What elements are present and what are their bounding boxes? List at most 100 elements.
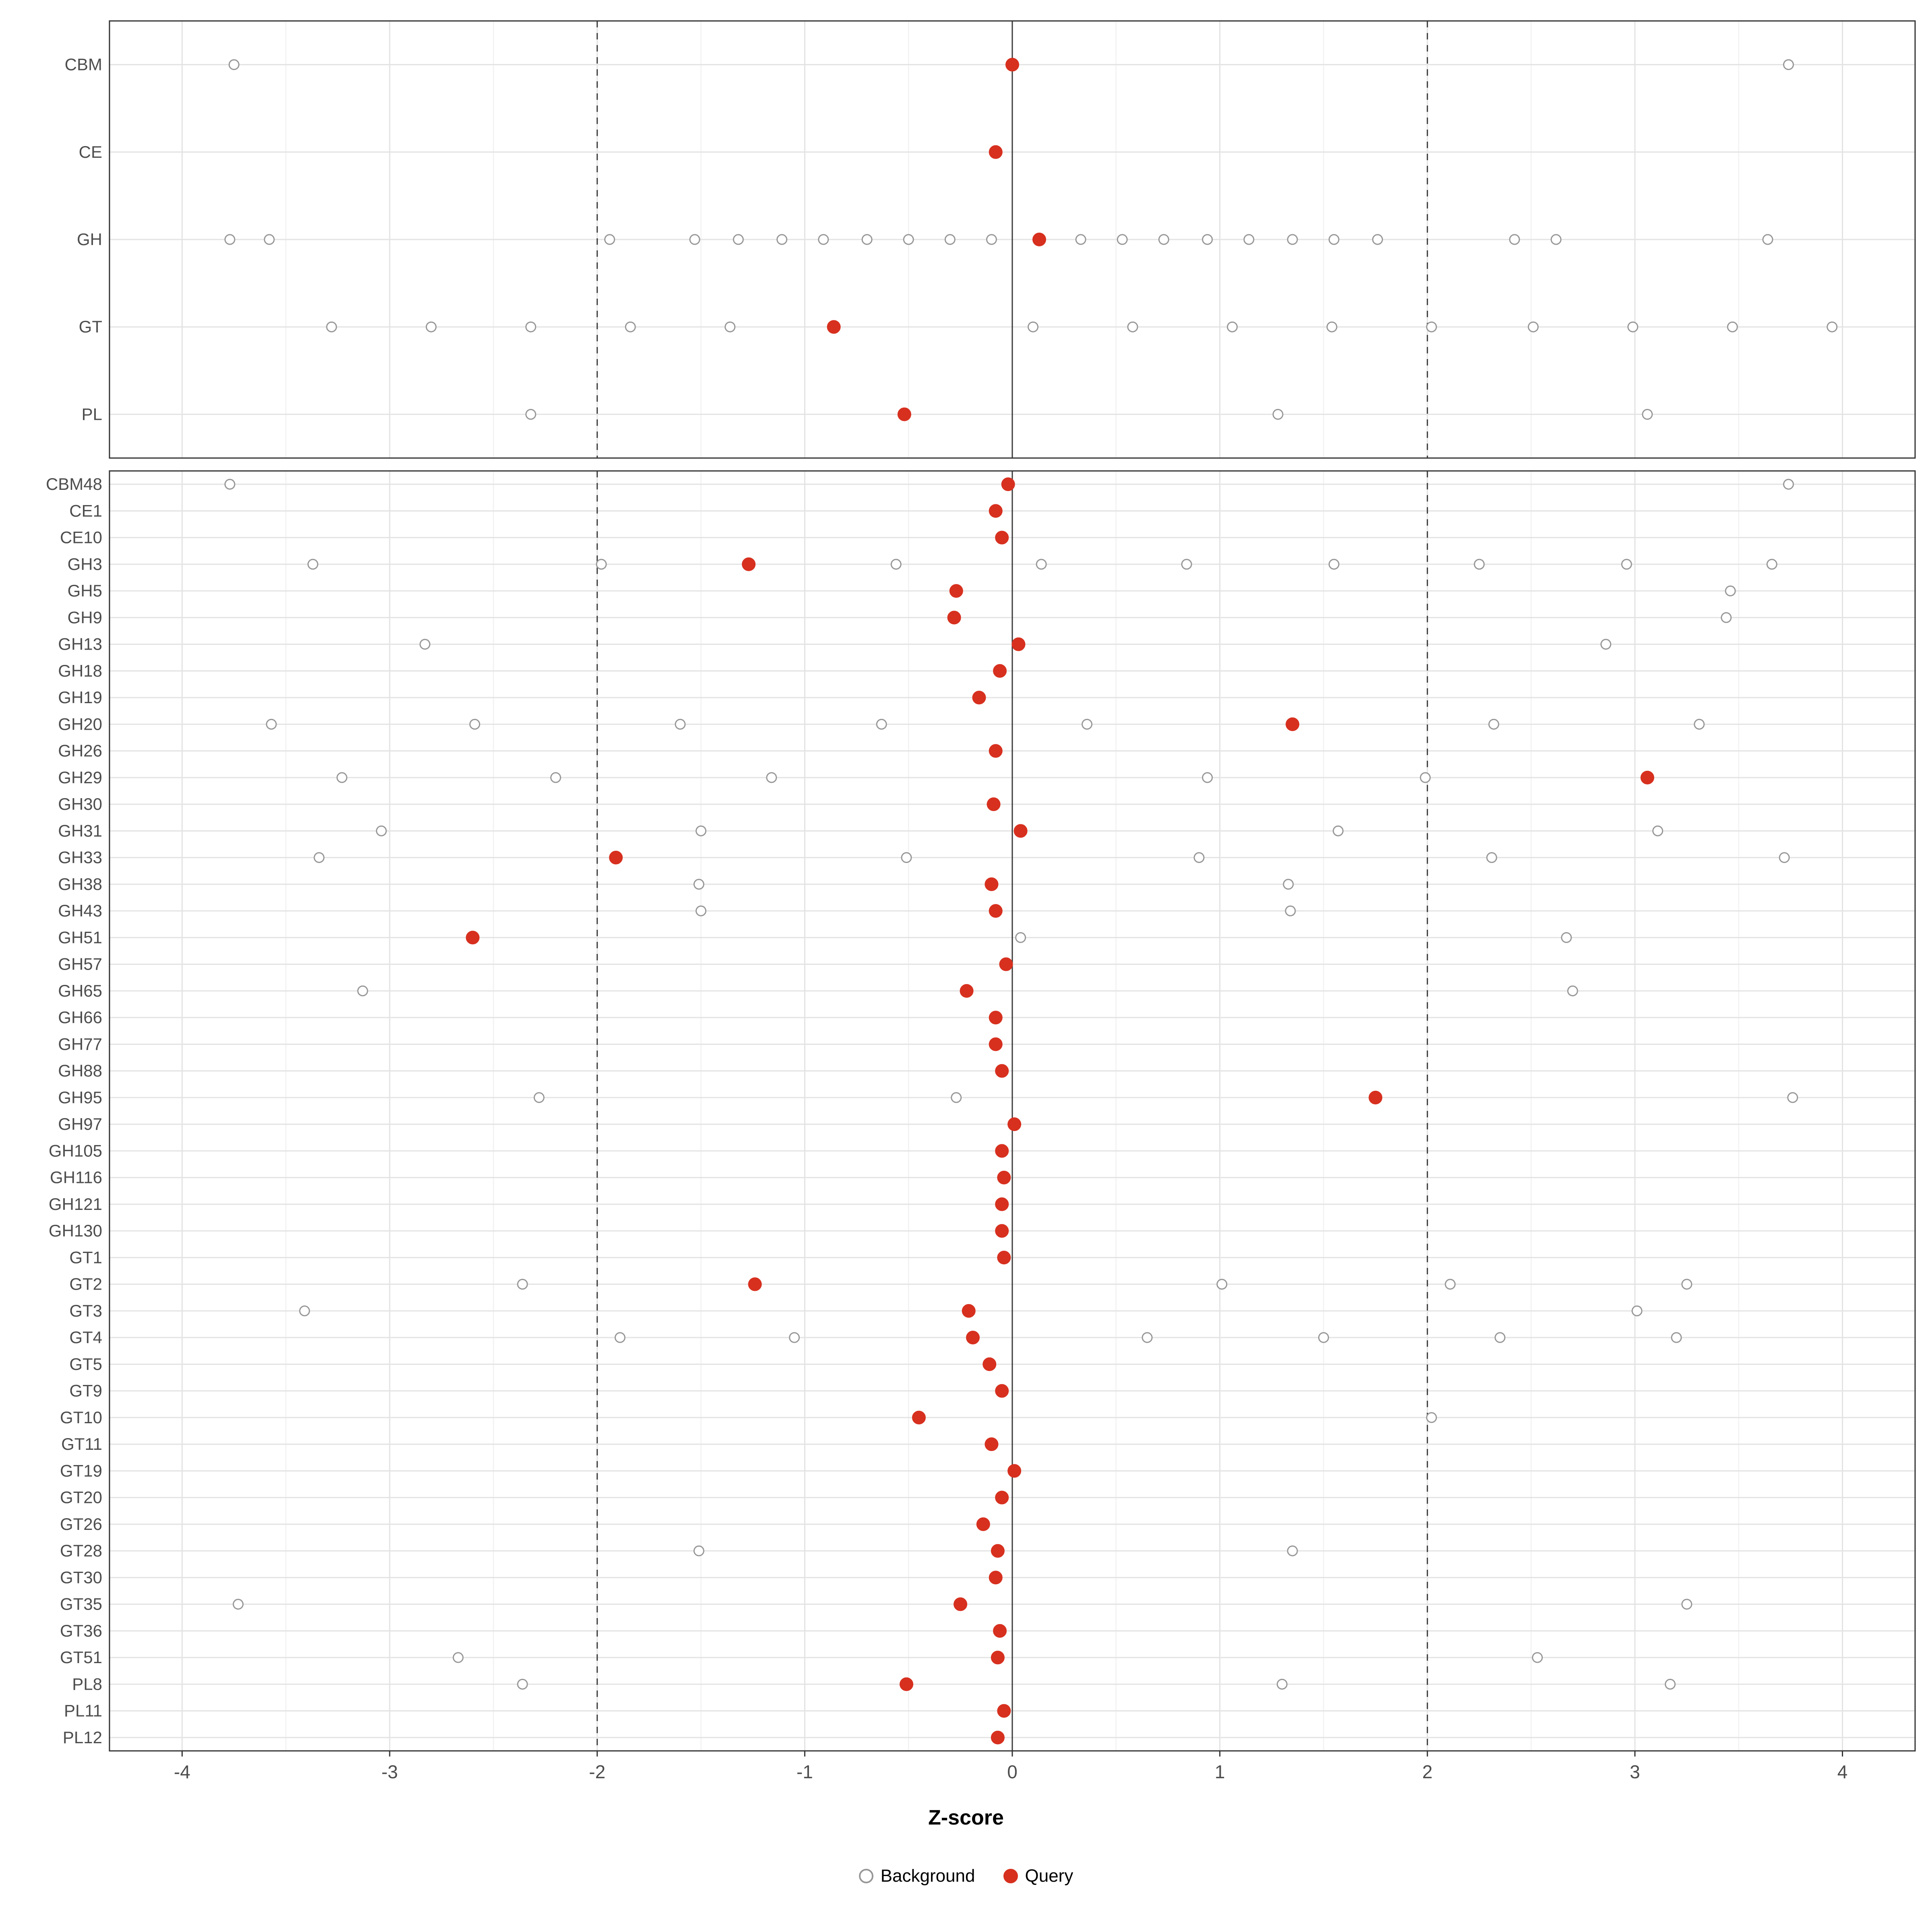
background-point — [1600, 639, 1612, 650]
y-axis-category-label: GT2 — [69, 1275, 102, 1294]
background-point — [696, 825, 707, 836]
y-axis-category-label: GH51 — [58, 928, 102, 947]
background-point — [776, 234, 788, 245]
query-point — [972, 691, 986, 705]
background-point — [724, 321, 736, 332]
query-point — [962, 1304, 976, 1318]
background-point — [1193, 852, 1205, 863]
background-point — [228, 59, 239, 70]
y-axis-category-label: CE1 — [69, 501, 102, 520]
background-point — [326, 321, 337, 332]
background-point — [596, 559, 607, 570]
background-point — [266, 718, 277, 730]
y-axis-category-label: GT10 — [60, 1408, 102, 1427]
y-axis-category-label: GH5 — [68, 581, 102, 600]
background-point — [1227, 321, 1238, 332]
query-point — [983, 1357, 997, 1371]
background-point — [425, 321, 437, 332]
background-point — [604, 234, 615, 245]
background-point — [1318, 1332, 1329, 1343]
y-axis-category-label: CE10 — [60, 528, 102, 547]
query-point — [989, 744, 1003, 758]
y-axis-category-label: GT36 — [60, 1621, 102, 1640]
x-axis-tick-label: 4 — [1837, 1761, 1848, 1782]
query-point — [989, 904, 1003, 918]
y-axis-category-label: GH66 — [58, 1008, 102, 1027]
y-axis-category-label: GT28 — [60, 1541, 102, 1560]
panel-border — [109, 20, 1916, 459]
background-point — [336, 772, 348, 783]
background-point — [1532, 1652, 1543, 1663]
background-point — [733, 234, 744, 245]
query-point — [989, 504, 1003, 518]
background-point — [1287, 1545, 1298, 1556]
background-point — [1762, 234, 1773, 245]
background-point — [1474, 559, 1485, 570]
background-point — [1028, 321, 1039, 332]
query-point — [897, 407, 911, 421]
background-point — [1276, 1678, 1288, 1690]
background-point — [625, 321, 636, 332]
background-point — [614, 1332, 625, 1343]
x-axis-title: Z-score — [928, 1806, 1004, 1829]
background-point — [1665, 1678, 1676, 1690]
background-point — [1445, 1279, 1456, 1290]
y-axis-category-label: GT1 — [69, 1248, 102, 1267]
query-point — [995, 1384, 1009, 1398]
y-axis-category-label: GT20 — [60, 1488, 102, 1507]
legend: Background Query — [0, 1866, 1932, 1886]
background-point — [1127, 321, 1138, 332]
background-point — [1627, 321, 1639, 332]
background-point — [693, 879, 704, 890]
background-point — [1783, 59, 1794, 70]
background-point — [1082, 718, 1093, 730]
query-point — [1007, 1464, 1022, 1478]
y-axis-category-label: GH130 — [49, 1221, 102, 1240]
query-point — [1005, 58, 1019, 72]
background-point — [1631, 1305, 1643, 1317]
background-point — [901, 852, 912, 863]
query-point — [985, 877, 999, 891]
background-point — [675, 718, 686, 730]
background-point — [1326, 321, 1338, 332]
background-point — [224, 479, 235, 490]
background-point — [944, 234, 956, 245]
background-point — [1333, 825, 1344, 836]
background-point — [1328, 559, 1340, 570]
x-axis-tick-label: 0 — [1007, 1761, 1018, 1782]
query-point — [1011, 637, 1026, 651]
y-axis-category-label: GH57 — [58, 955, 102, 974]
y-axis-category-label: GH18 — [58, 661, 102, 680]
y-axis-category-label: GT3 — [69, 1301, 102, 1320]
y-axis-category-label: GH43 — [58, 901, 102, 920]
query-point — [609, 850, 623, 865]
y-axis-category-label: GH9 — [68, 608, 102, 627]
background-point — [1766, 559, 1777, 570]
query-point — [991, 1730, 1005, 1744]
background-point — [1671, 1332, 1682, 1343]
query-point — [995, 1224, 1009, 1238]
background-point — [689, 234, 700, 245]
query-point — [987, 797, 1001, 811]
y-axis-category-label: GT4 — [69, 1328, 102, 1347]
x-axis-tick-label: -1 — [797, 1761, 813, 1782]
background-point — [1158, 234, 1169, 245]
query-point — [995, 530, 1009, 545]
background-point — [1567, 985, 1578, 997]
background-point — [1681, 1599, 1693, 1610]
background-point — [1426, 1412, 1437, 1423]
x-axis-tick-label: -4 — [174, 1761, 190, 1782]
legend-label-background: Background — [880, 1866, 975, 1886]
query-point — [1032, 233, 1046, 246]
query-point-icon — [1003, 1869, 1018, 1883]
y-axis-category-label: CE — [79, 142, 102, 161]
background-point — [1328, 234, 1340, 245]
background-point — [1642, 409, 1653, 420]
background-point — [452, 1652, 464, 1663]
background-point — [224, 234, 235, 245]
background-point — [1287, 234, 1298, 245]
query-point — [995, 1490, 1009, 1505]
query-point — [989, 1011, 1003, 1025]
background-point — [1721, 612, 1732, 623]
query-point — [912, 1410, 926, 1424]
